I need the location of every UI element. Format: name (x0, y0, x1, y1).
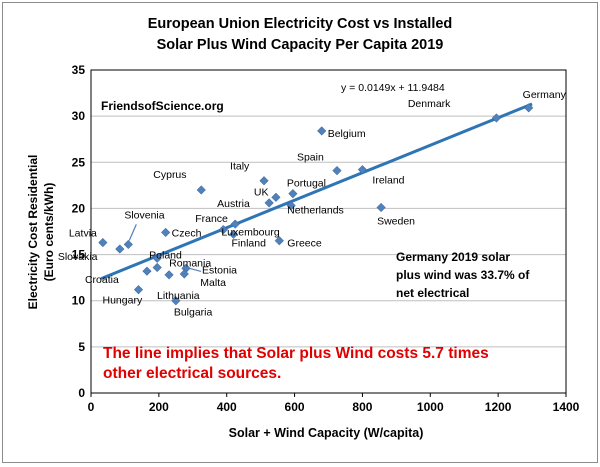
callout-slovenia (128, 224, 137, 241)
point-label-luxembourg: Luxembourg (221, 227, 280, 239)
data-point-italy (259, 176, 269, 186)
trendline (100, 102, 533, 280)
x-tick-label: 1000 (417, 400, 444, 414)
point-label-cyprus: Cyprus (153, 169, 186, 181)
trendline-equation: y = 0.0149x + 11.9484 (341, 82, 445, 94)
chart-title-line-2: Solar Plus Wind Capacity Per Capita 2019 (157, 37, 444, 53)
y-tick-label: 15 (72, 248, 86, 262)
germany-note-line-2: plus wind was 33.7% of (396, 268, 530, 282)
scatter-chart: European Union Electricity Cost vs Insta… (26, 16, 580, 440)
x-tick-label: 400 (217, 400, 237, 414)
data-point-poland (152, 253, 162, 263)
x-tick-label: 800 (352, 400, 372, 414)
x-axis-title: Solar + Wind Capacity (W/capita) (229, 426, 424, 440)
data-point-ireland (357, 165, 368, 175)
data-point-croatia (142, 266, 152, 276)
point-label-bulgaria: Bulgaria (174, 307, 213, 319)
data-point-czech (160, 227, 171, 238)
point-label-netherlands: Netherlands (287, 205, 344, 217)
data-point-romania (152, 262, 162, 273)
watermark-text: FriendsofScience.org (101, 99, 224, 113)
x-axis-ticks: 0 200 400 600 800 1000 1200 1400 (88, 393, 580, 414)
point-label-sweden: Sweden (377, 216, 415, 228)
point-label-finland: Finland (232, 237, 267, 249)
point-label-france: France (195, 213, 228, 225)
data-point-germany (524, 103, 534, 113)
point-label-uk: UK (254, 186, 269, 198)
y-axis-ticks: 0 5 10 15 20 25 30 35 (72, 63, 86, 400)
point-label-belgium: Belgium (328, 128, 366, 140)
x-tick-label: 600 (285, 400, 305, 414)
gridlines (91, 69, 566, 394)
point-label-estonia: Estonia (202, 264, 237, 276)
data-point-portugal (288, 189, 298, 199)
point-labels: Germany Denmark Belgium Ireland Spain Italy Cy… (58, 89, 567, 319)
point-label-greece: Greece (287, 238, 322, 250)
point-label-germany: Germany (523, 89, 567, 101)
y-tick-label: 35 (72, 63, 86, 77)
germany-note-line-3: net electrical (396, 286, 469, 300)
point-label-slovenia: Slovenia (124, 209, 164, 221)
data-point-uk (271, 192, 281, 203)
x-tick-label: 1400 (553, 400, 580, 414)
point-label-portugal: Portugal (287, 178, 326, 190)
point-label-austria: Austria (217, 198, 250, 210)
y-tick-label: 30 (72, 109, 86, 123)
data-point-hungary (133, 284, 144, 295)
point-label-italy: Italy (230, 161, 250, 173)
y-tick-label: 5 (78, 340, 85, 354)
point-label-lithuania: Lithuania (157, 290, 200, 302)
data-point-denmark (491, 113, 502, 123)
y-tick-label: 20 (72, 201, 86, 215)
data-point-sweden (376, 202, 386, 213)
data-points (98, 103, 534, 306)
y-tick-label: 25 (72, 155, 86, 169)
data-point-latvia (98, 237, 108, 248)
data-point-slovakia (115, 244, 125, 254)
germany-note-line-1: Germany 2019 solar (396, 250, 510, 264)
point-label-ireland: Ireland (372, 175, 404, 187)
x-tick-label: 1200 (485, 400, 512, 414)
y-axis-title-line-2: (Euro cents/kWh) (42, 183, 56, 282)
x-tick-label: 0 (88, 400, 95, 414)
data-point-france (230, 219, 240, 229)
data-point-austria (264, 198, 274, 208)
point-label-spain: Spain (297, 152, 324, 164)
point-label-hungary: Hungary (103, 295, 143, 307)
conclusion-line-2: other electrical sources. (103, 365, 281, 382)
point-label-poland: Poland (149, 249, 182, 261)
y-tick-label: 10 (72, 294, 86, 308)
point-label-denmark: Denmark (408, 98, 451, 110)
data-point-luxembourg (218, 225, 228, 235)
plot-area-border (90, 69, 567, 394)
point-label-slovakia: Slovakia (58, 251, 98, 263)
chart-title-line-1: European Union Electricity Cost vs Insta… (148, 16, 453, 32)
label-callouts (128, 224, 202, 272)
data-point-spain (332, 165, 342, 176)
data-point-bulgaria (171, 296, 181, 306)
y-tick-label: 0 (78, 386, 85, 400)
data-point-netherlands (286, 201, 296, 211)
point-label-malta: Malta (200, 277, 226, 289)
point-label-croatia: Croatia (85, 274, 119, 286)
x-tick-label: 200 (149, 400, 169, 414)
conclusion-line-1: The line implies that Solar plus Wind co… (103, 345, 489, 362)
callout-estonia (189, 267, 202, 272)
data-point-greece (274, 236, 284, 246)
data-point-malta (179, 269, 189, 279)
data-point-lithuania (164, 270, 174, 280)
y-axis-title-line-1: Electricity Cost Residential (26, 155, 40, 310)
data-point-slovenia (123, 239, 133, 250)
data-point-finland (228, 229, 239, 239)
data-point-cyprus (196, 185, 206, 195)
point-label-romania: Romania (169, 257, 211, 269)
point-label-latvia: Latvia (69, 228, 97, 240)
data-point-belgium (317, 126, 327, 136)
point-label-czech: Czech (172, 227, 202, 239)
